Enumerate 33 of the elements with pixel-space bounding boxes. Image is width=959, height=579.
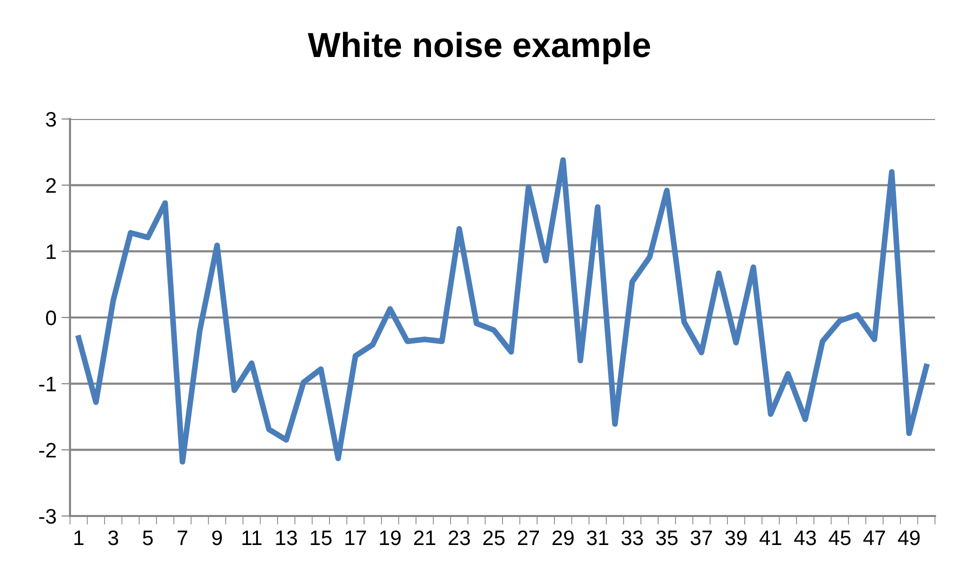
x-tick-label: 13 (276, 530, 297, 546)
y-tick-label: -2 (39, 442, 56, 458)
x-tick-label: 7 (178, 530, 188, 545)
x-tick-label: 15 (310, 530, 332, 546)
x-tick-label: 35 (656, 530, 678, 546)
x-tick-label: 47 (863, 530, 885, 545)
x-tick-label: 25 (483, 530, 505, 546)
x-tick-label: 21 (414, 530, 436, 545)
x-tick-label: 29 (552, 530, 574, 546)
x-tick-label: 11 (242, 530, 262, 545)
y-tick-label: 1 (46, 244, 56, 259)
x-tick-label: 3 (108, 530, 118, 546)
x-tick-label: 49 (898, 530, 920, 546)
x-tick-label: 39 (725, 530, 747, 546)
x-tick-label: 23 (448, 530, 470, 546)
x-tick-label: 9 (212, 530, 222, 546)
y-tick-label: -3 (39, 509, 56, 524)
y-tick-label: 0 (46, 310, 56, 326)
x-tick-label: 19 (380, 530, 401, 546)
x-tick-label: 43 (794, 530, 816, 546)
chart-title: White noise example (308, 32, 650, 64)
x-tick-label: 45 (828, 530, 851, 546)
x-tick-label: 31 (586, 530, 608, 546)
x-tick-label: 41 (760, 530, 782, 545)
x-tick-label: 17 (345, 530, 366, 545)
x-tick-label: 33 (621, 530, 643, 546)
y-tick-label: 2 (46, 178, 56, 193)
x-tick-label: 27 (518, 530, 539, 545)
x-tick-label: 1 (74, 530, 84, 545)
x-tick-label: 5 (142, 530, 153, 546)
x-tick-label: 37 (690, 530, 712, 546)
y-tick-label: -1 (39, 376, 56, 392)
y-tick-label: 3 (46, 112, 56, 127)
